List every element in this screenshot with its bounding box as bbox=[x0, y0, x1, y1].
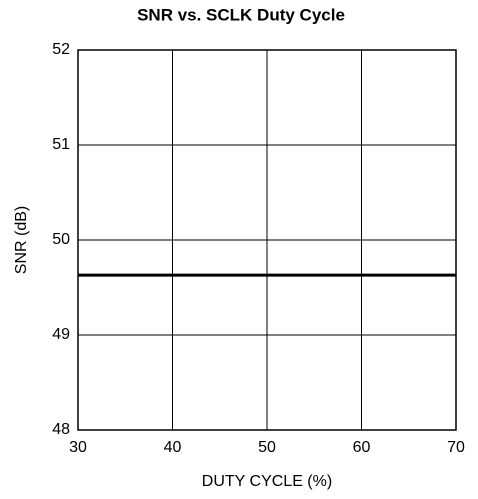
x-tick-label: 70 bbox=[447, 439, 465, 456]
y-tick-label: 52 bbox=[52, 41, 70, 58]
y-axis-label: SNR (dB) bbox=[13, 206, 30, 274]
y-tick-label: 49 bbox=[52, 326, 70, 343]
plot-frame bbox=[77, 49, 457, 431]
y-tick-label: 50 bbox=[52, 231, 70, 248]
x-tick-label: 50 bbox=[258, 439, 276, 456]
x-tick-label: 30 bbox=[69, 439, 87, 456]
x-axis-label: DUTY CYCLE (%) bbox=[202, 473, 332, 490]
y-tick-label: 48 bbox=[52, 421, 70, 438]
chart-title: SNR vs. SCLK Duty Cycle bbox=[137, 5, 345, 24]
x-tick-label: 40 bbox=[164, 439, 182, 456]
x-tick-label: 60 bbox=[353, 439, 371, 456]
y-tick-label: 51 bbox=[52, 136, 70, 153]
